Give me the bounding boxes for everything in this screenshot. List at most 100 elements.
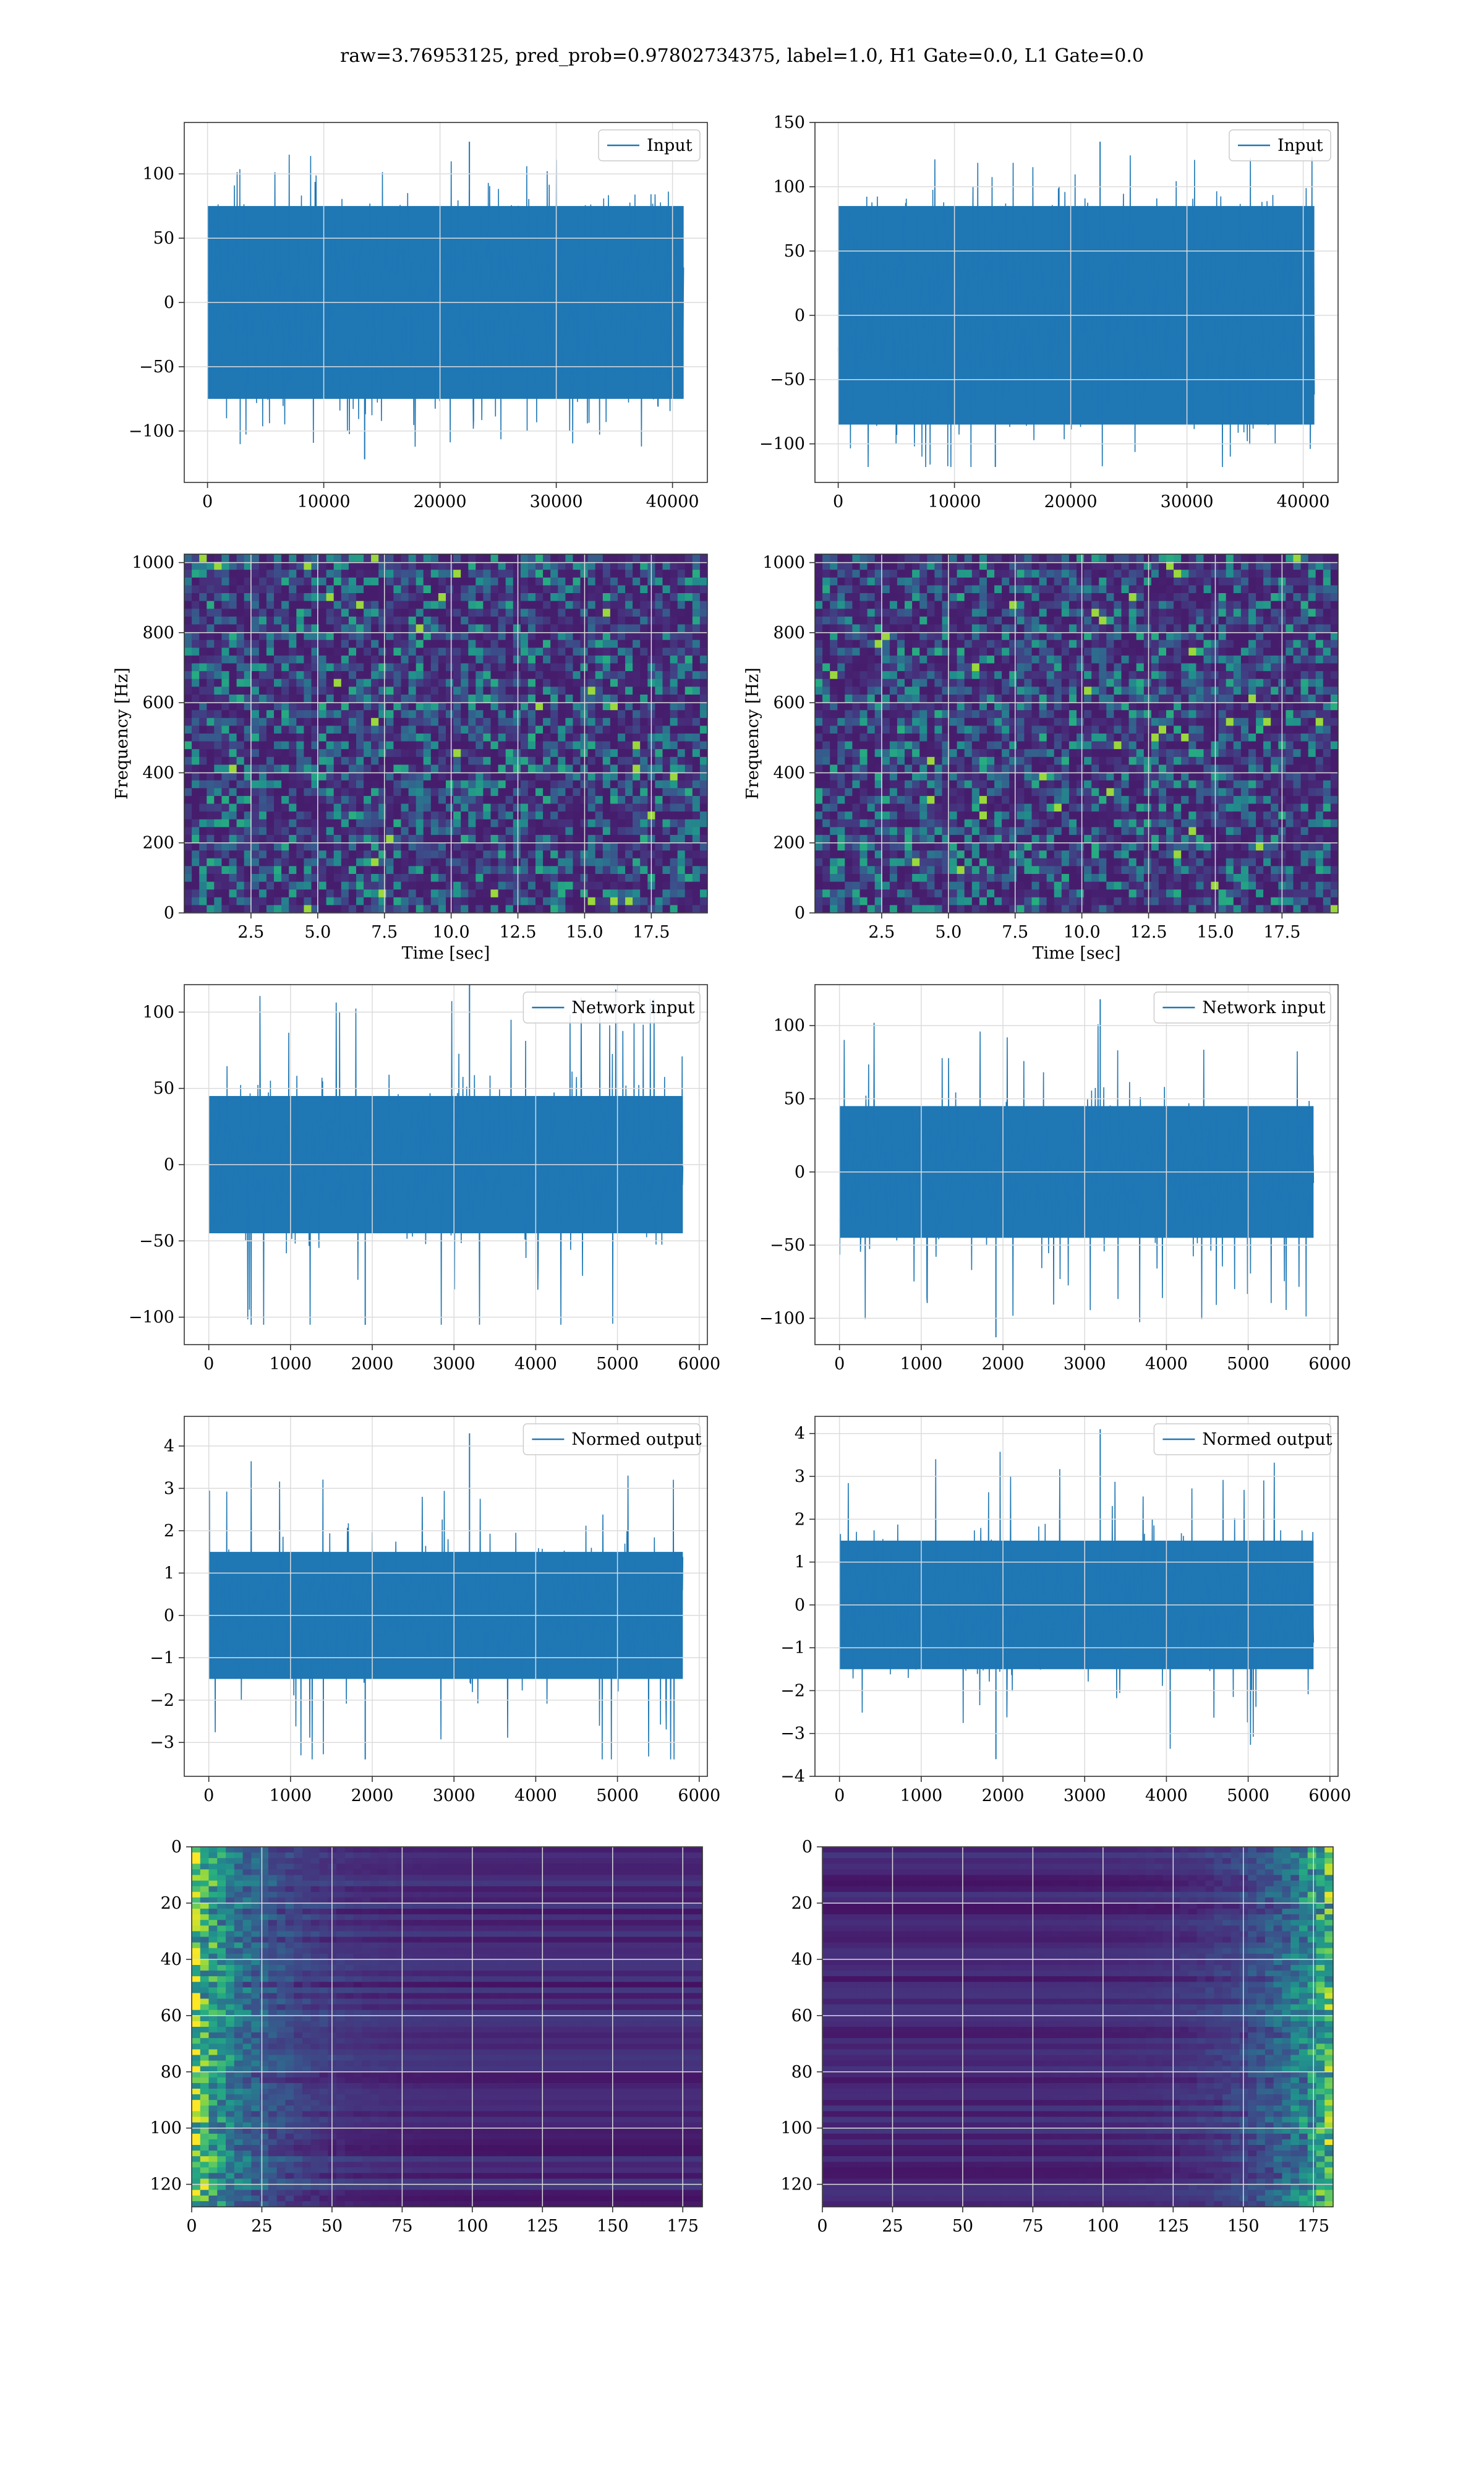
heatmap-cell (655, 850, 663, 859)
heatmap-cell (393, 764, 402, 773)
heatmap-cell (640, 632, 648, 641)
heatmap-cell (348, 842, 357, 851)
heatmap-cell (393, 655, 402, 664)
heatmap-cell (461, 585, 469, 594)
heatmap-cell (416, 905, 424, 913)
heatmap-cell (1196, 609, 1205, 617)
heatmap-cell (882, 609, 890, 617)
heatmap-cell (207, 609, 215, 617)
heatmap-cell (889, 726, 898, 734)
heatmap-cell (304, 726, 312, 734)
heatmap-cell (304, 897, 312, 905)
heatmap-cell (677, 858, 686, 867)
heatmap-cell (633, 648, 641, 656)
heatmap-cell (1106, 632, 1114, 641)
heatmap-cell (505, 850, 514, 859)
heatmap-cell (1323, 593, 1331, 602)
heatmap-cell (490, 834, 499, 844)
heatmap-cell (1136, 726, 1145, 734)
heatmap-cell (1068, 717, 1077, 726)
heatmap-cell (311, 695, 320, 703)
heatmap-cell (573, 640, 581, 648)
heatmap-cell (830, 640, 838, 648)
heatmap-cell (535, 734, 544, 742)
heatmap-cell (527, 726, 536, 734)
heatmap-cell (942, 632, 950, 641)
heatmap-cell (994, 671, 1002, 680)
heatmap-cell (505, 593, 514, 602)
heatmap-cell (1106, 726, 1114, 734)
heatmap-cell (1218, 726, 1227, 734)
heatmap-cell (1017, 678, 1025, 687)
heatmap-cell (520, 756, 529, 765)
heatmap-cell (318, 788, 327, 797)
heatmap-cell (266, 585, 275, 594)
heatmap-cell (1240, 726, 1249, 734)
heatmap-cell (1039, 616, 1047, 625)
heatmap-cell (274, 710, 282, 719)
heatmap-cell (199, 663, 207, 672)
heatmap-cell (311, 866, 320, 875)
heatmap-cell (244, 554, 252, 563)
plot-area (815, 122, 1338, 482)
heatmap-cell (446, 905, 454, 913)
heatmap-cell (207, 764, 215, 773)
heatmap-cell (527, 803, 536, 812)
heatmap-cell (684, 811, 693, 820)
heatmap-cell (692, 648, 701, 656)
heatmap-cell (304, 616, 312, 625)
heatmap-cell (229, 726, 237, 734)
heatmap-cell (1039, 609, 1047, 617)
heatmap-cell (859, 726, 868, 734)
heatmap-cell (905, 717, 913, 726)
heatmap-cell (692, 811, 701, 820)
heatmap-cell (867, 577, 876, 586)
heatmap-cell (1233, 562, 1242, 570)
heatmap-cell (401, 717, 409, 726)
heatmap-cell (333, 850, 342, 859)
heatmap-cell (333, 632, 342, 641)
heatmap-cell (199, 577, 207, 586)
heatmap-cell (289, 585, 297, 594)
heatmap-cell (558, 866, 566, 875)
heatmap-cell (378, 897, 386, 905)
heatmap-cell (1240, 655, 1249, 664)
heatmap-cell (236, 881, 245, 890)
heatmap-cell (311, 616, 320, 625)
heatmap-cell (994, 717, 1002, 726)
heatmap-cell (318, 717, 327, 726)
heatmap-cell (1330, 671, 1338, 680)
heatmap-cell (221, 773, 230, 781)
heatmap-cell (543, 577, 551, 586)
heatmap-cell (1077, 671, 1085, 680)
heatmap-cell (1166, 671, 1174, 680)
heatmap-cell (882, 577, 890, 586)
heatmap-cell (401, 842, 409, 851)
heatmap-cell (1203, 593, 1212, 602)
heatmap-cell (610, 780, 618, 789)
heatmap-cell (251, 834, 260, 844)
heatmap-cell (1263, 671, 1271, 680)
heatmap-cell (416, 788, 424, 797)
heatmap-cell (356, 803, 364, 812)
heatmap-cell (550, 734, 558, 742)
heatmap-cell (558, 624, 566, 633)
heatmap-cell (1300, 702, 1309, 711)
heatmap-cell (587, 834, 596, 844)
heatmap-cell (446, 663, 454, 672)
heatmap-cell (356, 905, 364, 913)
heatmap-cell (1009, 554, 1017, 563)
heatmap-cell (1084, 717, 1092, 726)
heatmap-cell (423, 788, 432, 797)
heatmap-cell (408, 874, 417, 883)
heatmap-cell (1002, 671, 1010, 680)
heatmap-cell (971, 695, 980, 703)
heatmap-cell (274, 803, 282, 812)
heatmap-cell (550, 648, 558, 656)
heatmap-cell (1128, 632, 1137, 641)
heatmap-cell (251, 710, 260, 719)
heatmap-cell (1226, 562, 1234, 570)
heatmap-cell (1068, 585, 1077, 594)
heatmap-cell (633, 695, 641, 703)
heatmap-cell (281, 866, 289, 875)
